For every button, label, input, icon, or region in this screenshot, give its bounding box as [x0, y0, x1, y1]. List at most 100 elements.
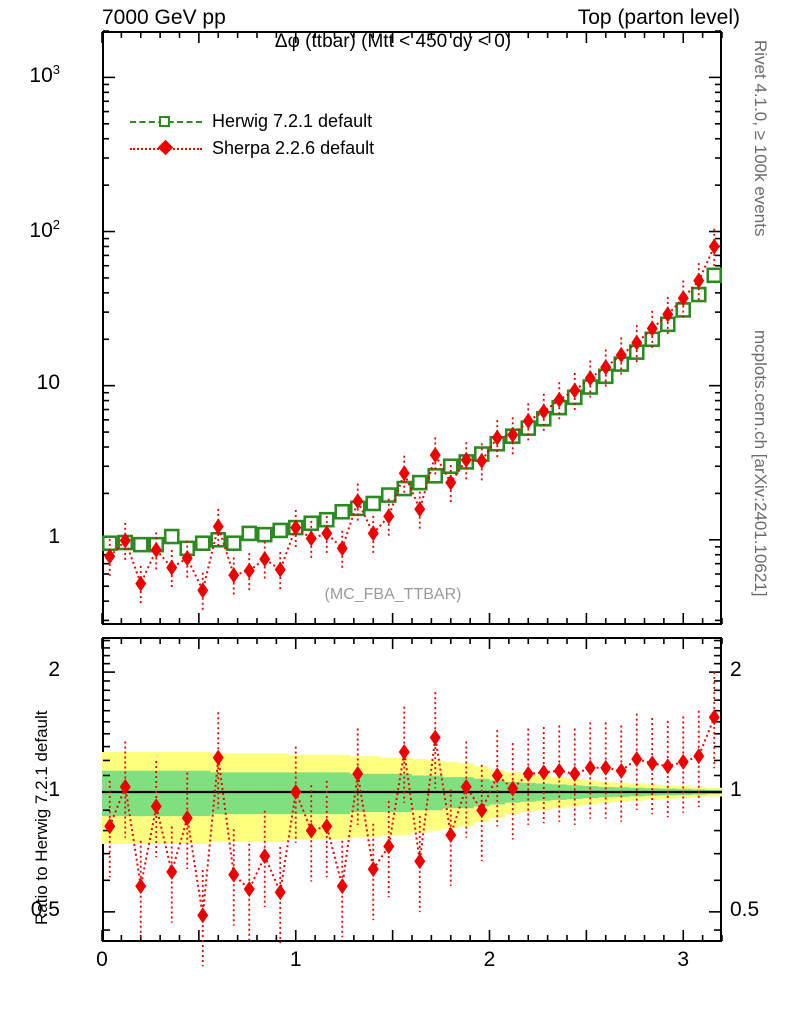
data-point-diamond: [476, 452, 488, 469]
ratio-ytick-label-right-1: 1: [730, 777, 742, 801]
ratio-ytick-label-left-2: 0.5: [30, 897, 60, 921]
data-point-diamond: [383, 838, 395, 855]
data-point-square: [303, 515, 320, 532]
data-point-diamond: [522, 412, 534, 429]
data-point-diamond: [708, 238, 720, 255]
data-point-diamond: [708, 709, 720, 726]
legend-key-sherpa: [130, 139, 202, 159]
data-point-diamond: [662, 306, 674, 323]
ratio-ytick-label-right-2: 0.5: [730, 897, 760, 921]
data-point-square: [380, 487, 397, 503]
ratio-inner-uncertainty-band: [102, 770, 722, 817]
data-point-diamond: [414, 501, 426, 518]
data-point-diamond: [398, 465, 410, 482]
data-point-diamond: [631, 751, 643, 768]
analysis-level-label: Top (parton level): [577, 6, 740, 29]
data-point-diamond: [259, 848, 271, 865]
data-point-diamond: [460, 451, 472, 468]
series-line: [108, 716, 716, 916]
data-point-diamond: [243, 562, 255, 579]
data-point-diamond: [538, 764, 550, 781]
ratio-ytick-label-right-0: 2: [730, 658, 742, 682]
data-point-diamond: [166, 559, 178, 576]
legend-key-herwig: [130, 112, 202, 132]
data-point-diamond: [135, 575, 147, 592]
series-line: [109, 274, 716, 550]
data-point-diamond: [383, 508, 395, 525]
data-point-square: [365, 495, 382, 512]
data-point-diamond: [274, 884, 286, 901]
data-point-diamond: [584, 759, 596, 776]
data-point-diamond: [212, 518, 224, 535]
data-point-diamond: [507, 780, 519, 797]
data-point-diamond: [522, 765, 534, 782]
legend-label-sherpa: Sherpa 2.2.6 default: [212, 138, 375, 158]
data-point-diamond: [677, 753, 689, 770]
data-point-square: [706, 267, 723, 284]
data-point-diamond: [305, 530, 317, 547]
main-ytick-label-1: 102: [29, 216, 60, 242]
data-point-diamond: [398, 744, 410, 761]
data-point-square: [318, 511, 335, 528]
data-point-square: [427, 468, 444, 484]
data-point-diamond: [104, 818, 116, 835]
data-point-diamond: [569, 765, 581, 782]
data-point-diamond: [600, 759, 612, 776]
data-point-diamond: [197, 582, 209, 599]
legend-entry-herwig[interactable]: Herwig 7.2.1 default: [130, 108, 374, 135]
data-point-diamond: [429, 446, 441, 463]
data-point-diamond: [491, 767, 503, 784]
main-ytick-label-3: 1: [48, 524, 60, 548]
data-point-diamond: [119, 778, 131, 795]
analysis-watermark: (MC_FBA_TTBAR): [324, 586, 462, 603]
data-point-diamond: [104, 548, 116, 565]
data-point-diamond: [274, 561, 286, 578]
data-point-diamond: [584, 370, 596, 387]
data-point-square: [411, 474, 428, 491]
data-point-diamond: [352, 765, 364, 782]
data-point-diamond: [150, 541, 162, 558]
data-point-diamond: [662, 758, 674, 775]
main-square-series: [101, 267, 723, 557]
data-point-diamond: [243, 881, 255, 898]
data-point-diamond: [631, 334, 643, 351]
data-point-diamond: [677, 290, 689, 307]
ratio-diamond-series: [104, 671, 720, 967]
beam-energy-label: 7000 GeV pp: [102, 6, 226, 29]
data-point-diamond: [181, 810, 193, 827]
data-point-diamond: [259, 551, 271, 568]
data-point-diamond: [181, 550, 193, 567]
xtick-label-1: 1: [289, 948, 302, 971]
data-point-diamond: [553, 391, 565, 408]
data-point-diamond: [119, 532, 131, 549]
data-point-square: [272, 522, 289, 539]
data-point-diamond: [615, 347, 627, 364]
data-point-diamond: [336, 540, 348, 557]
data-point-diamond: [507, 426, 519, 443]
data-point-diamond: [646, 755, 658, 772]
legend-entry-sherpa[interactable]: Sherpa 2.2.6 default: [130, 135, 374, 162]
data-point-square: [132, 536, 149, 553]
data-point-diamond: [197, 907, 209, 924]
xtick-label-2: 2: [483, 948, 496, 971]
data-point-diamond: [166, 863, 178, 880]
data-point-diamond: [352, 493, 364, 510]
ratio-ytick-label-left-1: 1: [48, 777, 60, 801]
data-point-diamond: [445, 826, 457, 843]
data-point-square: [225, 535, 242, 552]
data-point-diamond: [305, 822, 317, 839]
ratio-ytick-label-left-0: 2: [48, 658, 60, 682]
data-point-diamond: [228, 866, 240, 883]
legend: Herwig 7.2.1 default Sherpa 2.2.6 defaul…: [130, 108, 374, 162]
data-point-diamond: [538, 403, 550, 420]
data-point-diamond: [150, 798, 162, 815]
data-point-diamond: [290, 519, 302, 536]
data-point-diamond: [615, 762, 627, 779]
data-point-square: [334, 503, 351, 520]
main-plot-panel: [102, 31, 722, 625]
data-point-square: [241, 525, 258, 542]
series-line: [109, 246, 716, 594]
data-point-square: [163, 528, 180, 545]
legend-label-herwig: Herwig 7.2.1 default: [212, 111, 373, 131]
